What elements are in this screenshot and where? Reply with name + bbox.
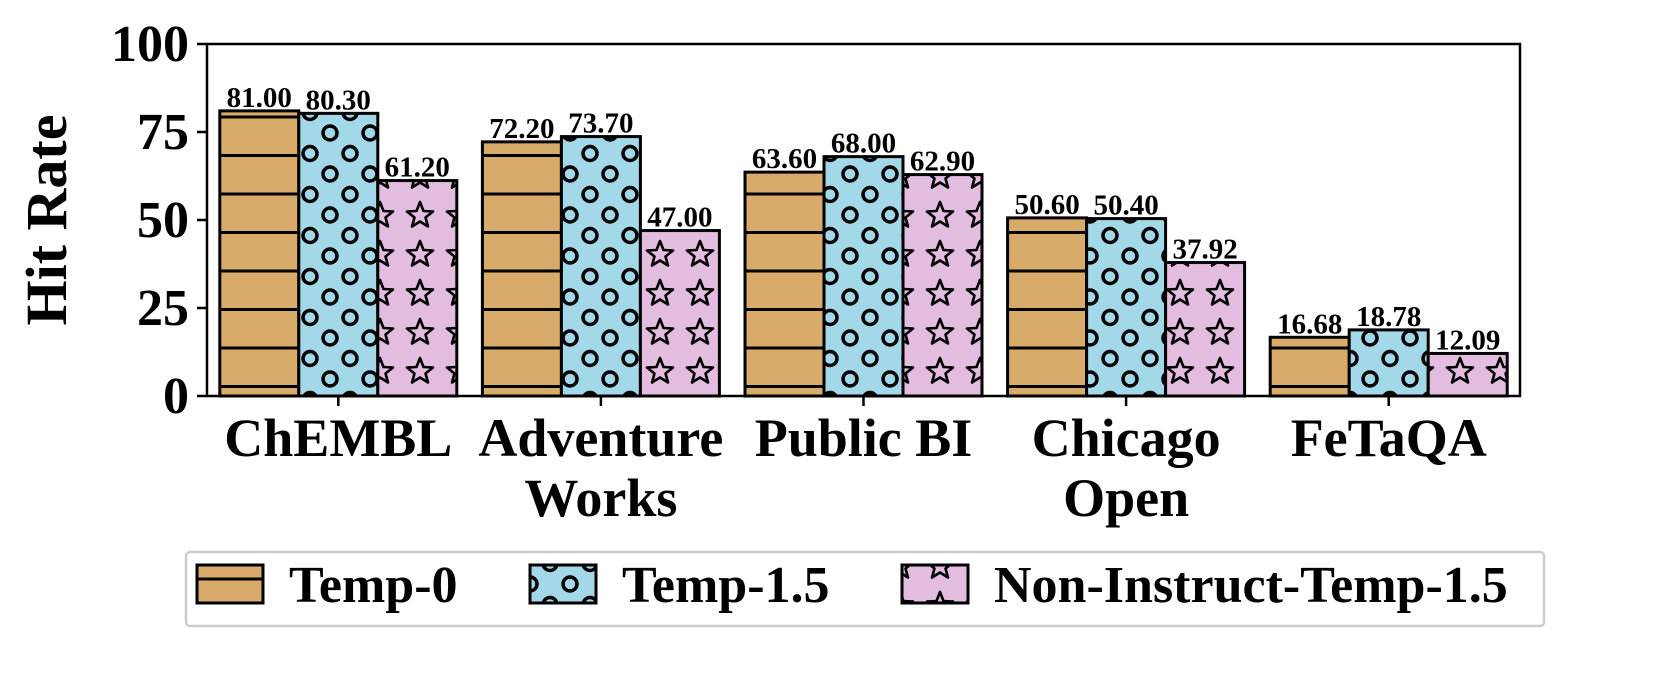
value-label: 73.70 — [568, 108, 633, 140]
bar-temp-0-3 — [1006, 216, 1089, 398]
x-tick-label: FeTaQA — [1291, 408, 1487, 468]
bar-temp-0-4 — [1268, 335, 1351, 398]
legend-swatch — [195, 563, 265, 605]
bar-temp-0-2 — [743, 170, 826, 398]
y-tick-label: 100 — [111, 16, 189, 73]
x-tick-label: Open — [1063, 468, 1189, 528]
value-label: 37.92 — [1172, 234, 1237, 266]
x-tick-label: Chicago — [1032, 408, 1221, 468]
value-label: 80.30 — [306, 84, 371, 116]
y-tick-label: 50 — [137, 192, 189, 249]
value-label: 62.90 — [910, 146, 975, 178]
value-label: 50.60 — [1014, 189, 1079, 221]
legend-frame — [184, 550, 1546, 628]
value-label: 68.00 — [831, 128, 896, 160]
value-label: 12.09 — [1435, 324, 1500, 356]
legend-swatch — [528, 563, 598, 605]
y-tick-label: 0 — [163, 368, 189, 425]
bar-non-instruct-temp-1-5-0 — [376, 179, 459, 398]
legend-label: Non-Instruct-Temp-1.5 — [994, 557, 1508, 614]
legend-label: Temp-1.5 — [622, 557, 830, 614]
bar-temp-1-5-2 — [822, 155, 905, 398]
bar-temp-1-5-1 — [559, 135, 642, 398]
x-tick-label: ChEMBL — [224, 408, 452, 468]
y-tick-label: 75 — [137, 104, 189, 161]
value-label: 61.20 — [385, 152, 450, 184]
value-label: 72.20 — [489, 113, 554, 145]
bar-temp-1-5-4 — [1347, 328, 1430, 398]
value-label: 16.68 — [1277, 308, 1342, 340]
value-label: 47.00 — [647, 202, 712, 234]
bars-group — [218, 109, 1509, 398]
bar-non-instruct-temp-1-5-4 — [1426, 351, 1509, 398]
x-tick-label: Works — [524, 468, 677, 528]
legend: Temp-0 Temp-1.5 Non-Instruct-Temp-1.5 — [184, 550, 1546, 628]
bar-temp-0-1 — [480, 140, 563, 398]
value-labels-group: 81.00 80.30 61.20 72.20 73.70 47.00 63.60 68.00… — [227, 82, 1501, 357]
x-tick-label: Public BI — [755, 408, 973, 468]
y-axis-ticks: 0 25 50 75 100 — [111, 16, 207, 425]
y-tick-label: 25 — [137, 280, 189, 337]
bar-non-instruct-temp-1-5-1 — [638, 229, 721, 398]
bar-temp-1-5-3 — [1085, 217, 1168, 398]
value-label: 63.60 — [752, 143, 817, 175]
legend-label: Temp-0 — [289, 557, 458, 614]
bar-non-instruct-temp-1-5-3 — [1164, 261, 1247, 398]
value-label: 50.40 — [1093, 190, 1158, 222]
bar-temp-0-0 — [218, 109, 301, 398]
value-label: 18.78 — [1356, 301, 1421, 333]
value-label: 81.00 — [227, 82, 292, 114]
bar-non-instruct-temp-1-5-2 — [901, 173, 984, 398]
x-tick-label: Adventure — [478, 408, 723, 468]
legend-swatch — [900, 563, 970, 605]
y-axis-label: Hit Rate — [14, 115, 79, 326]
bar-temp-1-5-0 — [297, 111, 380, 398]
